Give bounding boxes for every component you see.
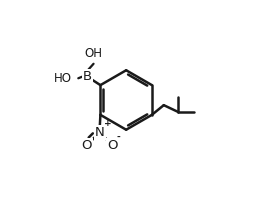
Text: +: + (104, 119, 111, 128)
Text: N: N (95, 126, 105, 139)
Text: HO: HO (53, 72, 72, 85)
Text: B: B (83, 70, 92, 83)
Text: O: O (81, 139, 92, 152)
Text: O: O (107, 139, 118, 152)
Text: -: - (117, 132, 121, 142)
Text: OH: OH (84, 47, 102, 60)
